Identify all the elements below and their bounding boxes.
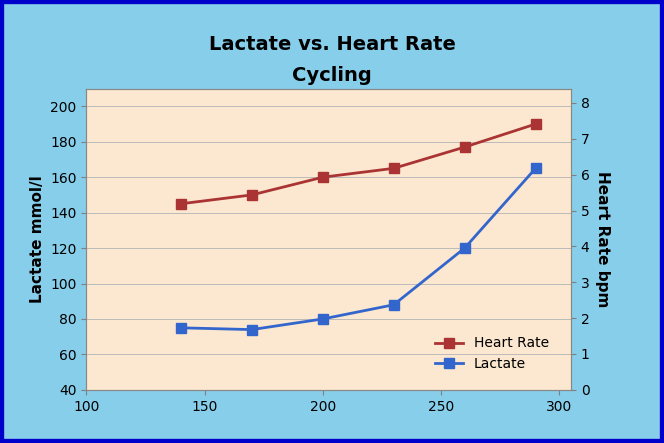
Lactate — [319, 316, 327, 322]
Text: Lactate vs. Heart Rate: Lactate vs. Heart Rate — [208, 35, 456, 54]
Line: Heart Rate: Heart Rate — [176, 119, 540, 209]
Heart Rate — [532, 121, 540, 127]
Text: Cycling: Cycling — [292, 66, 372, 85]
Lactate — [532, 166, 540, 171]
Lactate — [461, 245, 469, 251]
Heart Rate — [390, 166, 398, 171]
Heart Rate — [461, 144, 469, 150]
Heart Rate — [248, 192, 256, 198]
Heart Rate — [177, 201, 185, 206]
Lactate — [177, 325, 185, 330]
Y-axis label: Heart Rate bpm: Heart Rate bpm — [596, 171, 610, 307]
Heart Rate — [319, 175, 327, 180]
Line: Lactate: Lactate — [176, 163, 540, 334]
Lactate — [390, 302, 398, 307]
Lactate — [248, 327, 256, 332]
Legend: Heart Rate, Lactate: Heart Rate, Lactate — [430, 331, 554, 377]
Y-axis label: Lactate mmol/l: Lactate mmol/l — [29, 175, 44, 303]
